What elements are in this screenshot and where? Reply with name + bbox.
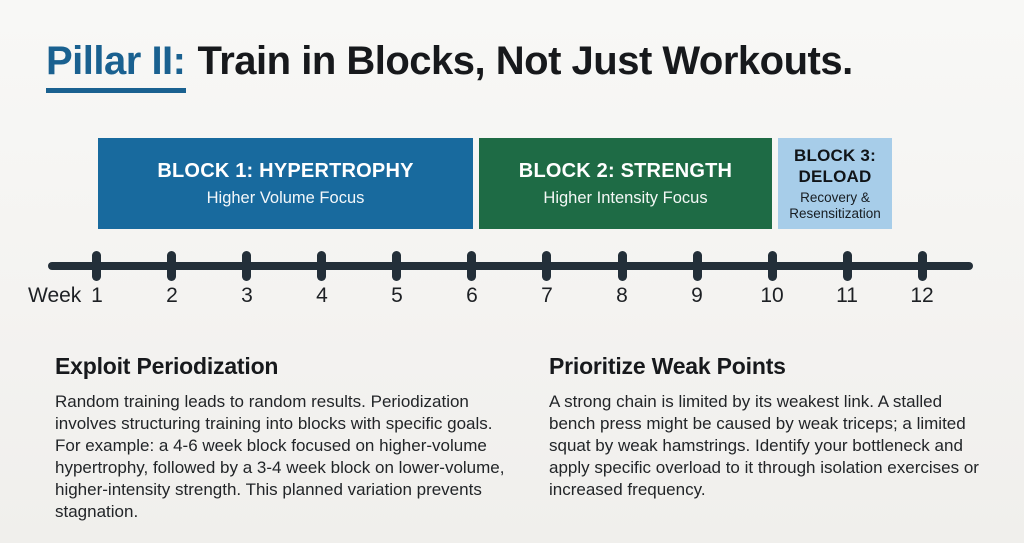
week-label-10: 10 bbox=[760, 284, 784, 307]
week-label-9: 9 bbox=[691, 284, 703, 307]
week-label-6: 6 bbox=[466, 284, 478, 307]
section-heading-exploit-periodization: Exploit Periodization bbox=[55, 353, 279, 379]
block-hypertrophy: BLOCK 1: HYPERTROPHY Higher Volume Focus bbox=[98, 138, 473, 229]
block-strength-subtitle: Higher Intensity Focus bbox=[543, 188, 708, 207]
week-label-11: 11 bbox=[836, 284, 858, 307]
timeline-tick bbox=[692, 251, 702, 281]
week-label-5: 5 bbox=[391, 284, 403, 307]
week-label-3: 3 bbox=[241, 284, 253, 307]
title-pillar-label: Pillar II: bbox=[46, 40, 186, 93]
title-main-text: Train in Blocks, Not Just Workouts. bbox=[197, 39, 854, 83]
section-body-exploit-periodization: Random training leads to random results.… bbox=[55, 392, 505, 521]
week-label-4: 4 bbox=[316, 284, 328, 307]
block-deload-title: BLOCK 3: DELOAD bbox=[794, 145, 876, 186]
week-axis-label: Week bbox=[28, 284, 82, 307]
section-prioritize-weak-points: Prioritize Weak Points A strong chain is… bbox=[549, 353, 986, 501]
timeline-tick bbox=[617, 251, 627, 281]
timeline-tick bbox=[167, 251, 177, 281]
block-strength-title: BLOCK 2: STRENGTH bbox=[518, 159, 733, 182]
timeline-tick bbox=[767, 251, 777, 281]
timeline-tick bbox=[467, 251, 477, 281]
week-label-1: 1 bbox=[91, 284, 103, 307]
timeline-tick bbox=[917, 251, 927, 281]
timeline-tick bbox=[392, 251, 402, 281]
section-body-prioritize-weak-points: A strong chain is limited by its weakest… bbox=[549, 392, 979, 499]
section-heading-prioritize-weak-points: Prioritize Weak Points bbox=[549, 353, 786, 379]
week-label-8: 8 bbox=[616, 284, 628, 307]
timeline-ticks bbox=[92, 251, 927, 281]
timeline-axis-line bbox=[48, 262, 973, 270]
section-exploit-periodization: Exploit Periodization Random training le… bbox=[55, 353, 505, 523]
block-strength: BLOCK 2: STRENGTH Higher Intensity Focus bbox=[479, 138, 772, 229]
timeline-tick bbox=[542, 251, 552, 281]
timeline-tick bbox=[842, 251, 852, 281]
timeline-tick bbox=[242, 251, 252, 281]
block-hypertrophy-title: BLOCK 1: HYPERTROPHY bbox=[157, 159, 414, 182]
week-number-labels: 1 2 3 4 5 6 7 8 9 10 11 12 bbox=[77, 284, 942, 308]
block-hypertrophy-subtitle: Higher Volume Focus bbox=[206, 188, 365, 207]
timeline-tick bbox=[317, 251, 327, 281]
week-label-2: 2 bbox=[166, 284, 178, 307]
block-deload-subtitle: Recovery & Resensitization bbox=[789, 190, 881, 222]
page-title: Pillar II: Train in Blocks, Not Just Work… bbox=[46, 40, 853, 93]
block-deload: BLOCK 3: DELOAD Recovery & Resensitizati… bbox=[778, 138, 892, 229]
week-label-7: 7 bbox=[541, 284, 553, 307]
week-label-12: 12 bbox=[910, 284, 934, 307]
timeline-tick bbox=[92, 251, 101, 281]
